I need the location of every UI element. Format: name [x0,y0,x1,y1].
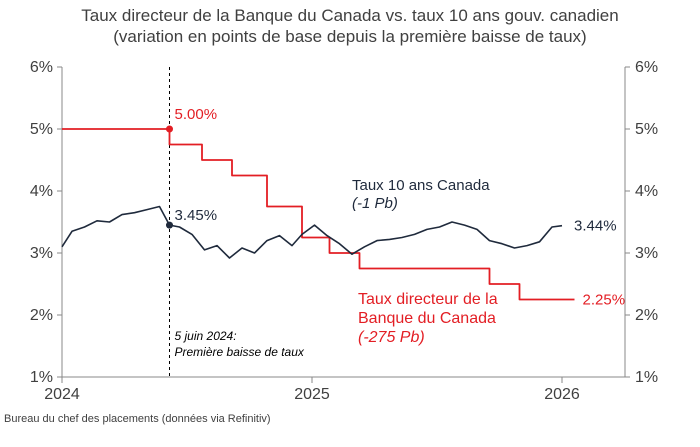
policy-series-label-2: Banque du Canada [358,310,496,327]
chart-title: Taux directeur de la Banque du Canada vs… [81,6,619,25]
policy-rate-line [62,128,575,301]
policy-end-label: 2.25% [583,292,626,309]
source-note: Bureau du chef des placements (données v… [4,413,271,425]
y-tick-label-left: 1% [30,369,53,386]
chart-subtitle: (variation en points de base depuis la p… [113,27,587,46]
x-tick-label: 2025 [294,386,330,403]
yield-end-label: 3.44% [574,218,617,235]
policy-start-label: 5.00% [175,106,218,123]
yield-10y-line [61,205,563,259]
policy-series-label-1: Taux directeur de la [358,291,498,308]
vline-label-line1: 5 juin 2024: [175,329,237,343]
x-tick-label: 2024 [44,386,80,403]
yield-start-marker [166,221,173,229]
yield-start-label: 3.45% [175,207,218,224]
y-tick-label-left: 6% [30,59,53,76]
x-tick-label: 2026 [544,386,580,403]
y-tick-label-left: 2% [30,307,53,324]
y-tick-label-right: 5% [635,121,658,138]
y-tick-label-left: 3% [30,245,53,262]
policy-start-marker [166,125,173,133]
y-tick-label-right: 2% [635,307,658,324]
vline-label-line2: Première baisse de taux [175,345,305,359]
y-tick-label-right: 4% [635,183,658,200]
y-tick-label-right: 1% [635,369,658,386]
y-tick-label-right: 6% [635,59,658,76]
y-tick-label-left: 5% [30,121,53,138]
yield-series-label: Taux 10 ans Canada [352,177,490,194]
y-tick-label-left: 4% [30,183,53,200]
yield-series-change: (-1 Pb) [352,195,398,212]
policy-series-change: (-275 Pb) [358,329,425,346]
y-tick-label-right: 3% [635,245,658,262]
